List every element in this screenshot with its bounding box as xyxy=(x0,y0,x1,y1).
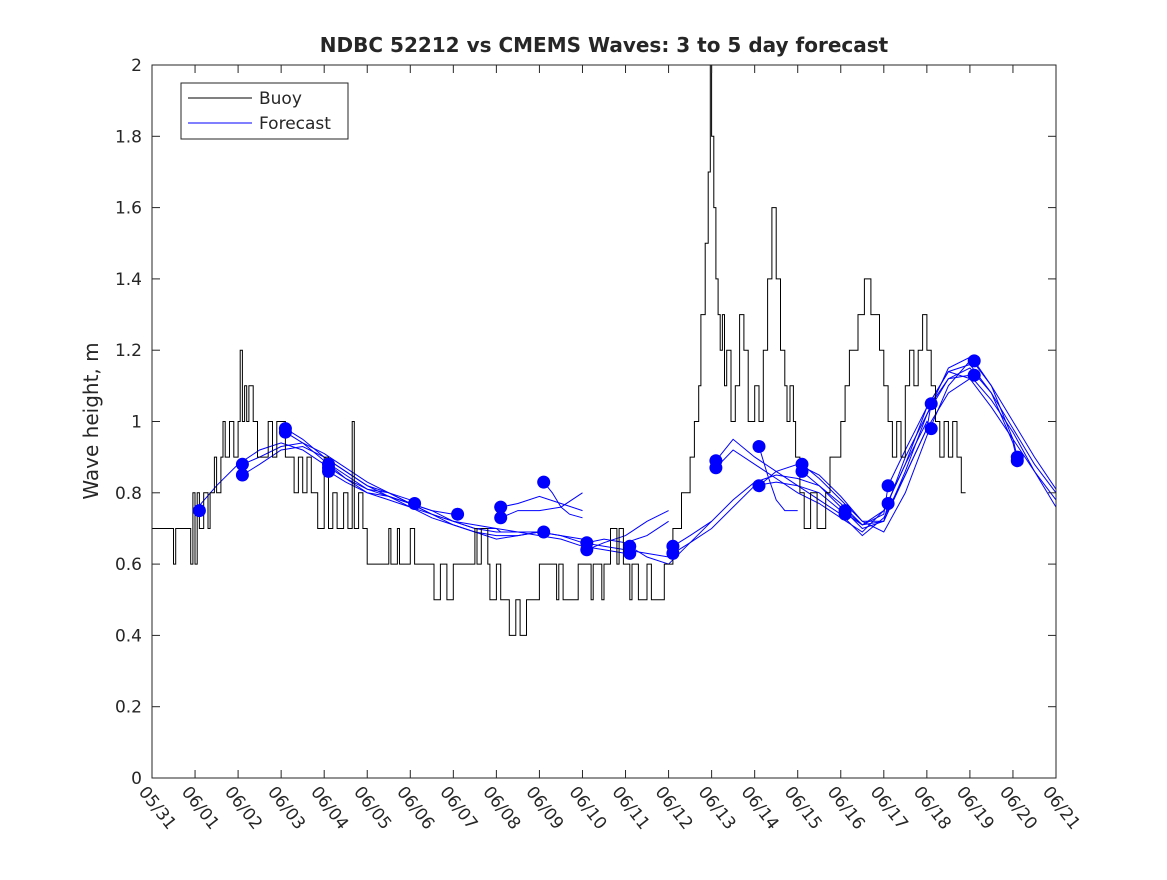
forecast-marker-25 xyxy=(795,464,809,478)
forecast-marker-29 xyxy=(881,497,895,510)
forecast-line-25 xyxy=(973,360,1057,490)
y-tick-label-3: 0.6 xyxy=(115,555,142,575)
forecast-marker-21 xyxy=(709,461,723,475)
forecast-marker-9 xyxy=(451,507,465,521)
y-tick-label-10: 2 xyxy=(131,56,142,76)
forecast-marker-22 xyxy=(752,440,766,453)
y-tick-label-1: 0.2 xyxy=(115,698,142,718)
forecast-line-20 xyxy=(801,356,1018,526)
forecast-marker-31 xyxy=(924,422,938,436)
forecast-line-22 xyxy=(887,367,1057,504)
chart-title: NDBC 52212 vs CMEMS Waves: 3 to 5 day fo… xyxy=(320,33,889,57)
forecast-line-7 xyxy=(500,492,583,519)
forecast-line-9 xyxy=(543,481,583,519)
legend-label-buoy: Buoy xyxy=(259,89,302,109)
y-tick-label-2: 0.4 xyxy=(115,626,142,646)
forecast-marker-11 xyxy=(494,511,508,525)
y-tick-label-6: 1.2 xyxy=(115,341,142,361)
legend-box xyxy=(180,82,349,140)
y-tick-label-5: 1 xyxy=(131,413,142,433)
forecast-marker-4 xyxy=(278,425,292,439)
forecast-line-8 xyxy=(500,495,583,512)
forecast-marker-19 xyxy=(666,546,680,560)
forecast-marker-23 xyxy=(752,479,766,493)
y-tick-label-8: 1.6 xyxy=(115,199,142,219)
forecast-line-24 xyxy=(930,374,1057,508)
forecast-line-13 xyxy=(672,474,889,547)
forecast-line-2 xyxy=(242,442,502,533)
y-tick-label-0: 0 xyxy=(131,769,142,789)
forecast-marker-32 xyxy=(967,354,981,368)
forecast-marker-12 xyxy=(537,475,551,489)
forecast-marker-10 xyxy=(494,500,508,514)
forecast-marker-0 xyxy=(192,504,206,518)
buoy-line xyxy=(152,64,966,636)
forecast-marker-33 xyxy=(967,368,981,382)
forecast-line-0 xyxy=(194,442,415,511)
forecast-marker-17 xyxy=(623,546,637,560)
forecast-marker-30 xyxy=(924,397,938,411)
forecast-line-18 xyxy=(758,360,975,533)
legend-label-forecast: Forecast xyxy=(259,114,331,134)
forecast-marker-35 xyxy=(1010,454,1024,468)
legend: Buoy Forecast xyxy=(180,82,349,140)
forecast-marker-7 xyxy=(322,464,335,478)
y-tick-label-9: 1.8 xyxy=(115,127,142,147)
forecast-marker-27 xyxy=(838,507,852,521)
forecast-line-16 xyxy=(715,420,932,533)
forecast-marker-13 xyxy=(537,525,551,539)
plot-area xyxy=(152,64,1057,636)
forecast-marker-2 xyxy=(235,468,249,482)
forecast-line-10 xyxy=(586,510,669,551)
y-tick-label-4: 0.8 xyxy=(115,484,142,504)
forecast-line-17 xyxy=(758,446,798,512)
forecast-marker-8 xyxy=(408,497,422,510)
forecast-marker-15 xyxy=(580,543,594,557)
forecast-marker-28 xyxy=(881,479,895,493)
forecast-marker-1 xyxy=(235,457,249,471)
y-tick-label-7: 1.4 xyxy=(115,270,142,290)
y-axis-label: Wave height, m xyxy=(79,342,103,499)
